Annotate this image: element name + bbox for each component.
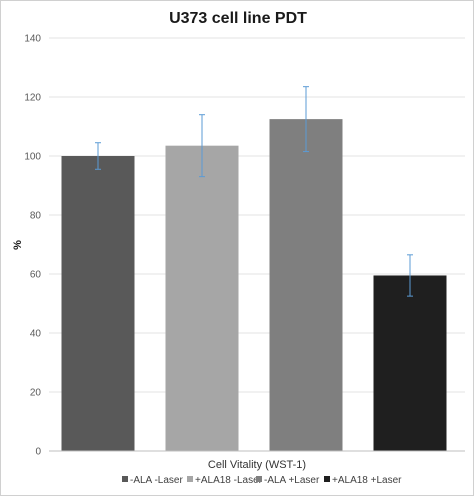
y-tick-label: 120 xyxy=(24,93,41,104)
y-tick-label: 0 xyxy=(35,447,41,458)
legend-swatch xyxy=(256,476,262,482)
error-bar xyxy=(303,86,309,153)
legend-item: -ALA +Laser xyxy=(256,475,320,486)
y-tick-label: 80 xyxy=(30,211,42,222)
y-tick-label: 60 xyxy=(30,270,42,281)
bars xyxy=(61,119,447,452)
bar xyxy=(269,119,343,451)
legend-label: +ALA18 +Laser xyxy=(332,475,402,486)
bar xyxy=(373,275,447,451)
legend-label: -ALA -Laser xyxy=(130,475,183,486)
error-bar xyxy=(199,114,205,178)
legend-swatch xyxy=(187,476,193,482)
error-bars xyxy=(95,86,413,297)
legend-item: -ALA -Laser xyxy=(122,475,183,486)
x-axis-label: Cell Vitality (WST-1) xyxy=(208,459,306,471)
legend: -ALA -Laser +ALA18 -Laser -ALA +Laser +ALA1… xyxy=(122,475,402,486)
y-tick-label: 100 xyxy=(24,152,41,163)
error-bar xyxy=(407,254,413,297)
legend-swatch xyxy=(324,476,330,482)
y-axis-label: % xyxy=(12,240,24,250)
y-tick-label: 140 xyxy=(24,34,41,45)
y-tick-label: 40 xyxy=(30,329,42,340)
y-axis-ticks: 0 20 40 60 80 100 120 140 xyxy=(24,34,41,458)
legend-item: +ALA18 -Laser xyxy=(187,475,263,486)
chart-title: U373 cell line PDT xyxy=(169,10,307,27)
bar xyxy=(61,156,135,451)
legend-item: +ALA18 +Laser xyxy=(324,475,402,486)
error-bar xyxy=(95,142,101,170)
bar xyxy=(165,145,239,452)
legend-swatch xyxy=(122,476,128,482)
legend-label: -ALA +Laser xyxy=(264,475,320,486)
legend-label: +ALA18 -Laser xyxy=(195,475,263,486)
y-tick-label: 20 xyxy=(30,388,42,399)
